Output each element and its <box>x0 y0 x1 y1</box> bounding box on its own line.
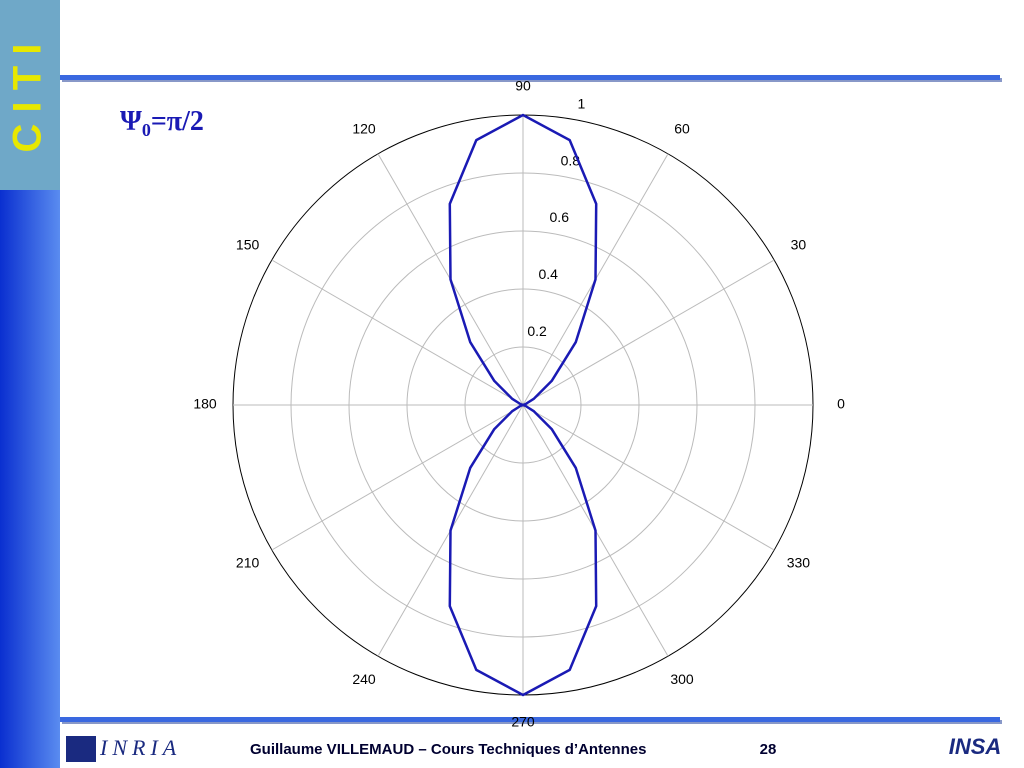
theta-tick-label: 90 <box>515 78 531 94</box>
grid-spoke <box>271 259 524 406</box>
theta-tick-label: 150 <box>236 237 260 253</box>
r-tick-label: 0.6 <box>550 209 570 225</box>
logo-citi: C I T I <box>6 44 50 153</box>
theta-tick-label: 270 <box>511 714 535 730</box>
theta-tick-label: 240 <box>352 671 376 687</box>
grid-spoke <box>522 259 775 406</box>
theta-tick-label: 30 <box>791 237 807 253</box>
slide-title: Ψ0=π/2 <box>120 106 204 140</box>
theta-tick-label: 120 <box>352 120 376 136</box>
theta-tick-label: 60 <box>674 120 690 136</box>
grid-spoke <box>522 404 775 551</box>
r-tick-label: 0.4 <box>538 266 558 282</box>
page-number: 28 <box>760 741 777 758</box>
logo-insa: INSA <box>949 734 1002 759</box>
theta-tick-label: 300 <box>670 671 694 687</box>
top-rule <box>60 75 1000 80</box>
inria-mark <box>66 736 96 762</box>
theta-tick-label: 330 <box>787 555 811 571</box>
pattern-line <box>448 113 598 697</box>
r-tick-label: 1 <box>577 95 585 111</box>
r-tick-label: 0.2 <box>527 323 547 339</box>
logo-box <box>0 0 60 190</box>
theta-tick-label: 210 <box>236 555 260 571</box>
bottom-rule <box>60 717 1000 722</box>
theta-tick-label: 180 <box>193 396 217 412</box>
grid-spoke <box>271 404 524 551</box>
logo-inria: INRIA <box>99 735 181 760</box>
footer-text: Guillaume VILLEMAUD – Cours Techniques d… <box>250 741 646 758</box>
polar-plot: 0 30 60 90 120 150 180 210 240 270 300 330 0.2 0.4 0.6… <box>193 78 845 730</box>
theta-tick-label: 0 <box>837 396 845 412</box>
